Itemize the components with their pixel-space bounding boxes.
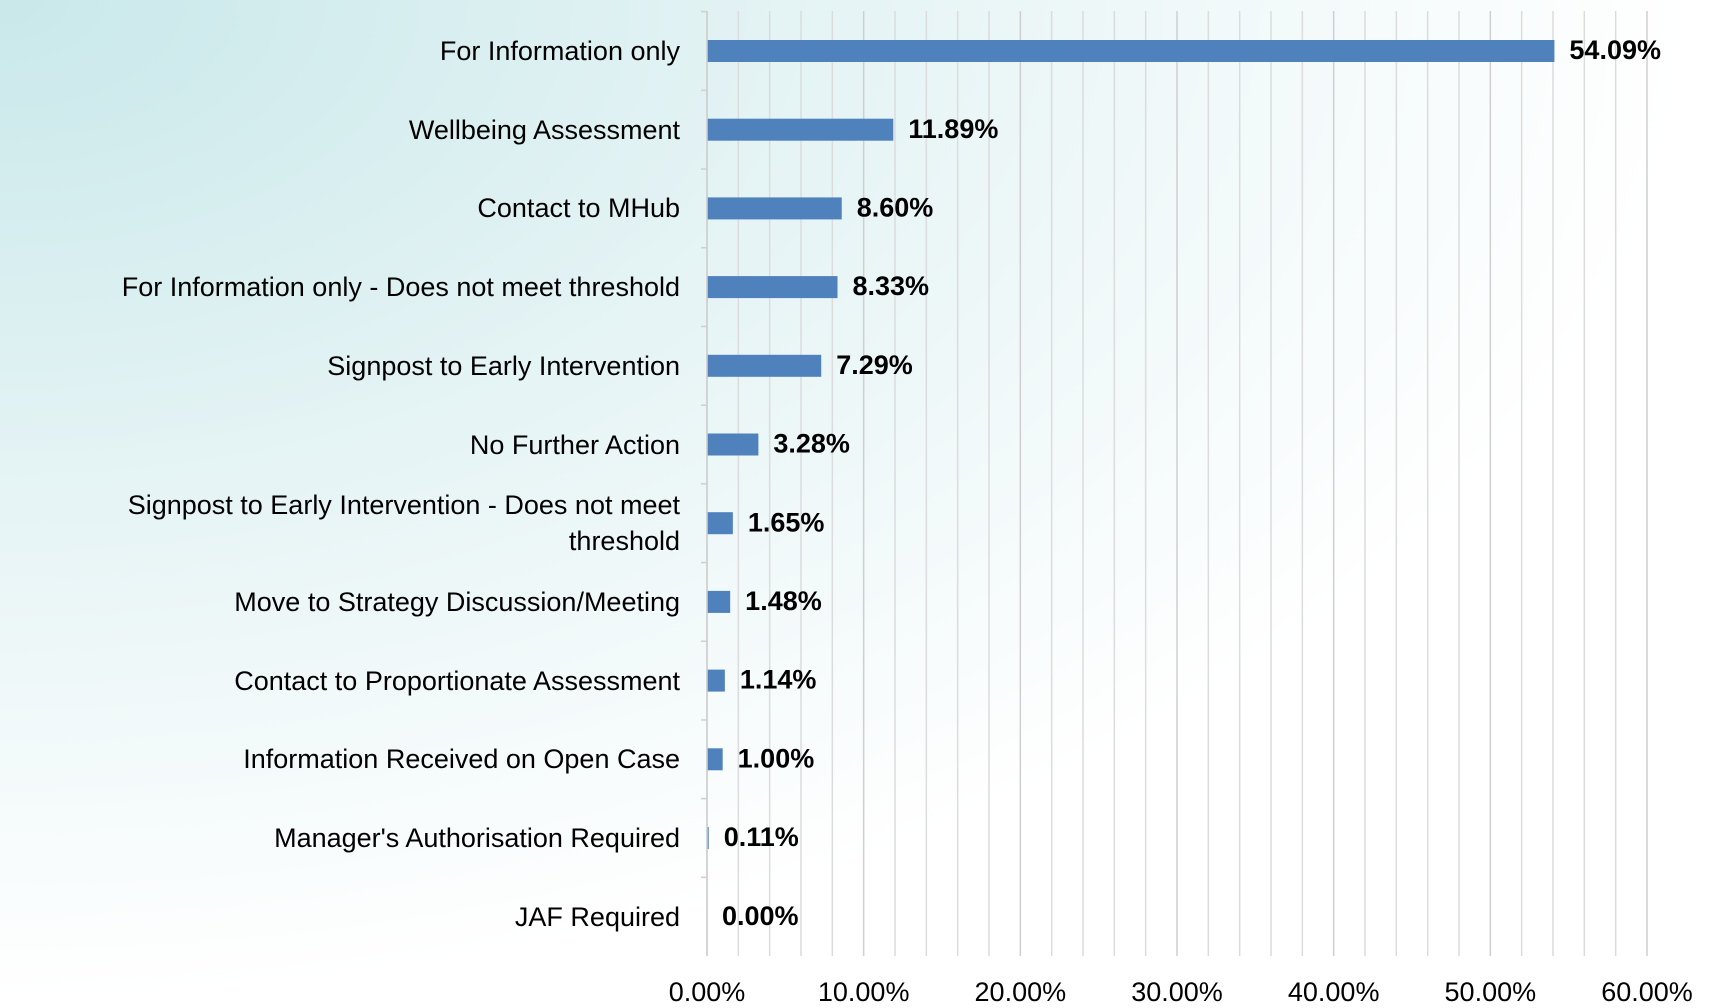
category-label: Contact to Proportionate Assessment xyxy=(234,665,680,696)
data-label: 11.89% xyxy=(908,114,998,144)
category-label: Wellbeing Assessment xyxy=(408,114,680,145)
x-tick-label: 0.00% xyxy=(669,977,746,1007)
data-label: 0.00% xyxy=(722,901,799,931)
data-label: 7.29% xyxy=(836,350,913,380)
bar xyxy=(707,590,731,613)
category-label: Information Received on Open Case xyxy=(243,744,680,775)
category-label: Signpost to Early Intervention xyxy=(327,350,680,381)
bar xyxy=(707,433,759,456)
x-tick-label: 60.00% xyxy=(1601,977,1693,1007)
bar xyxy=(707,748,723,771)
data-label: 8.60% xyxy=(857,193,934,223)
category-label: JAF Required xyxy=(514,901,680,932)
data-label: 1.65% xyxy=(748,507,825,537)
x-tick-label: 40.00% xyxy=(1288,977,1380,1007)
x-tick-label: 30.00% xyxy=(1131,977,1223,1007)
bar xyxy=(707,40,1555,62)
bar xyxy=(707,669,725,692)
data-label: 54.09% xyxy=(1569,35,1661,65)
category-label: Signpost to Early Intervention - Does no… xyxy=(127,490,680,557)
bar xyxy=(707,118,894,141)
data-label: 1.00% xyxy=(738,743,815,773)
x-tick-label: 10.00% xyxy=(818,977,910,1007)
category-label: For Information only xyxy=(439,36,680,66)
x-tick-label: 20.00% xyxy=(975,977,1067,1007)
data-label: 1.48% xyxy=(745,586,822,616)
category-label: No Further Action xyxy=(469,429,680,460)
category-label: Contact to MHub xyxy=(477,193,680,224)
category-label: For Information only - Does not meet thr… xyxy=(121,272,680,303)
bar xyxy=(707,827,709,849)
category-label: Move to Strategy Discussion/Meeting xyxy=(234,586,680,617)
category-label: Manager's Authorisation Required xyxy=(274,823,680,853)
bar xyxy=(707,354,822,377)
data-label: 1.14% xyxy=(740,665,817,695)
bar xyxy=(707,276,838,299)
data-label: 0.11% xyxy=(724,822,799,852)
x-tick-label: 50.00% xyxy=(1445,977,1537,1007)
bar xyxy=(707,197,842,220)
data-label: 3.28% xyxy=(773,429,850,459)
data-label: 8.33% xyxy=(853,271,930,301)
bar xyxy=(707,512,733,535)
